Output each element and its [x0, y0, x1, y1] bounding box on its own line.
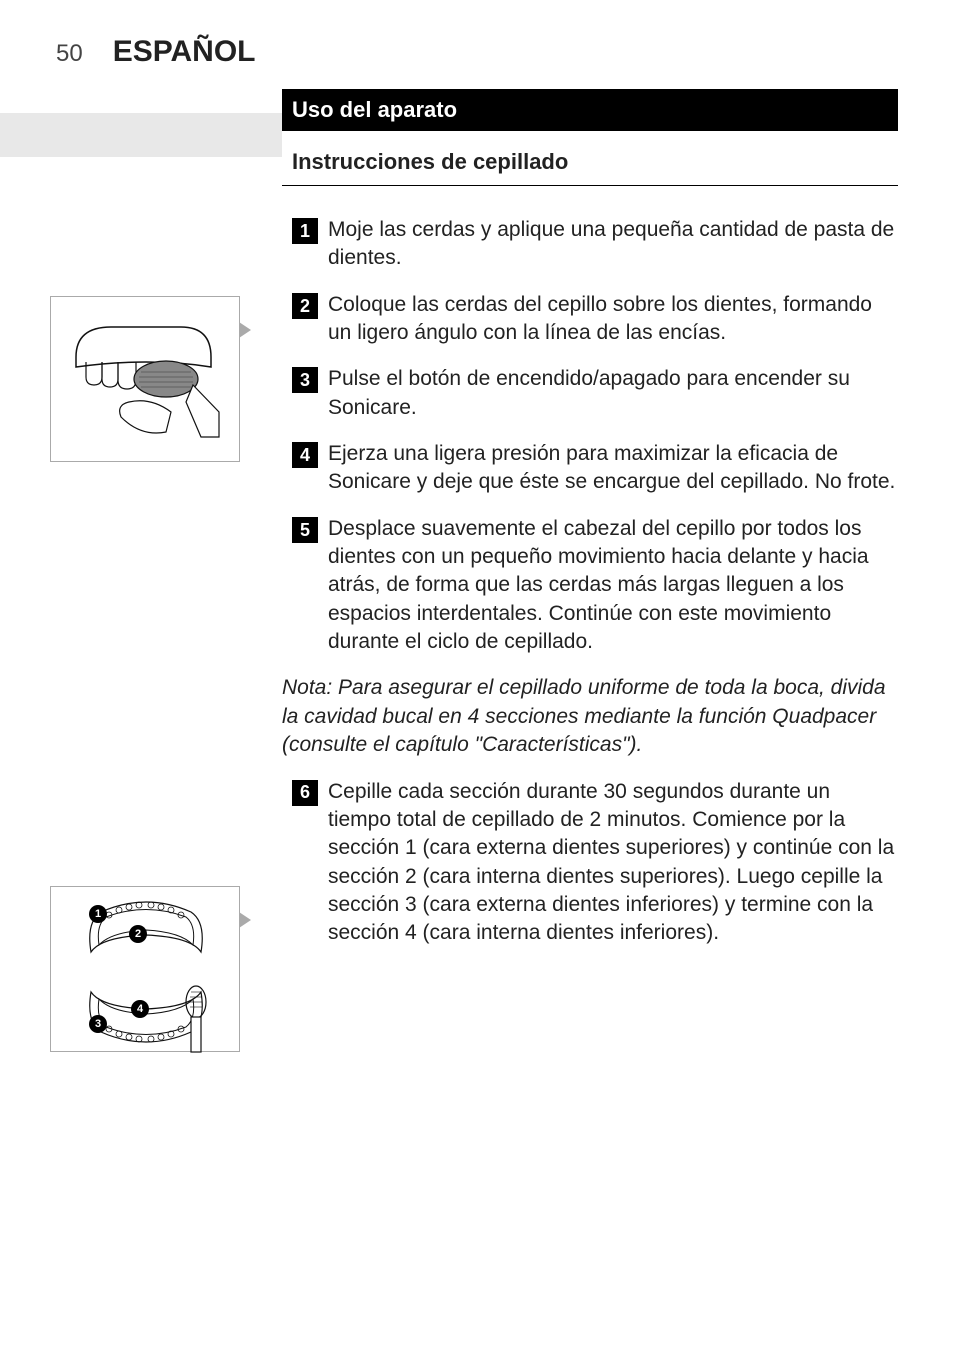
left-grey-stripe	[0, 113, 282, 157]
step-2: 2 Coloque las cerdas del cepillo sobre l…	[292, 291, 898, 348]
step-text: Desplace suavemente el cabezal del cepil…	[328, 515, 898, 657]
step-text: Cepille cada sección durante 30 segundos…	[328, 778, 898, 948]
step-number: 5	[292, 517, 318, 543]
step-6: 6 Cepille cada sección durante 30 segund…	[292, 778, 898, 948]
step-number: 4	[292, 442, 318, 468]
step-5: 5 Desplace suavemente el cabezal del cep…	[292, 515, 898, 657]
page-header: 50 ESPAÑOL	[0, 0, 954, 89]
illustration-toothbrush-teeth	[50, 296, 240, 462]
step-3: 3 Pulse el botón de encendido/apagado pa…	[292, 365, 898, 422]
step-4: 4 Ejerza una ligera presión para maximiz…	[292, 440, 898, 497]
illustration-column: 1 2 3 4	[0, 216, 282, 966]
step-text: Pulse el botón de encendido/apagado para…	[328, 365, 898, 422]
note-text: Nota: Para asegurar el cepillado uniform…	[282, 674, 898, 759]
section-title: Uso del aparato	[292, 97, 457, 122]
language-title: ESPAÑOL	[113, 35, 256, 69]
text-column: 1 Moje las cerdas y aplique una pequeña …	[282, 216, 954, 966]
step-text: Ejerza una ligera presión para maximizar…	[328, 440, 898, 497]
section-label-2: 2	[129, 925, 147, 943]
step-number: 1	[292, 218, 318, 244]
subsection-title: Instrucciones de cepillado	[282, 131, 898, 186]
illustration-mouth-sections: 1 2 3 4	[50, 886, 240, 1052]
section-title-bar: Uso del aparato	[282, 89, 898, 131]
mouth-sections-icon	[51, 887, 241, 1053]
step-text: Coloque las cerdas del cepillo sobre los…	[328, 291, 898, 348]
step-text: Moje las cerdas y aplique una pequeña ca…	[328, 216, 898, 273]
section-label-3: 3	[89, 1015, 107, 1033]
content-area: 1 2 3 4 1 Moje las cerdas y aplique una …	[0, 186, 954, 966]
toothbrush-teeth-icon	[71, 317, 221, 447]
step-1: 1 Moje las cerdas y aplique una pequeña …	[292, 216, 898, 273]
section-label-1: 1	[89, 905, 107, 923]
step-number: 6	[292, 780, 318, 806]
section-label-4: 4	[131, 1000, 149, 1018]
page-number: 50	[56, 40, 83, 68]
step-number: 3	[292, 367, 318, 393]
step-number: 2	[292, 293, 318, 319]
